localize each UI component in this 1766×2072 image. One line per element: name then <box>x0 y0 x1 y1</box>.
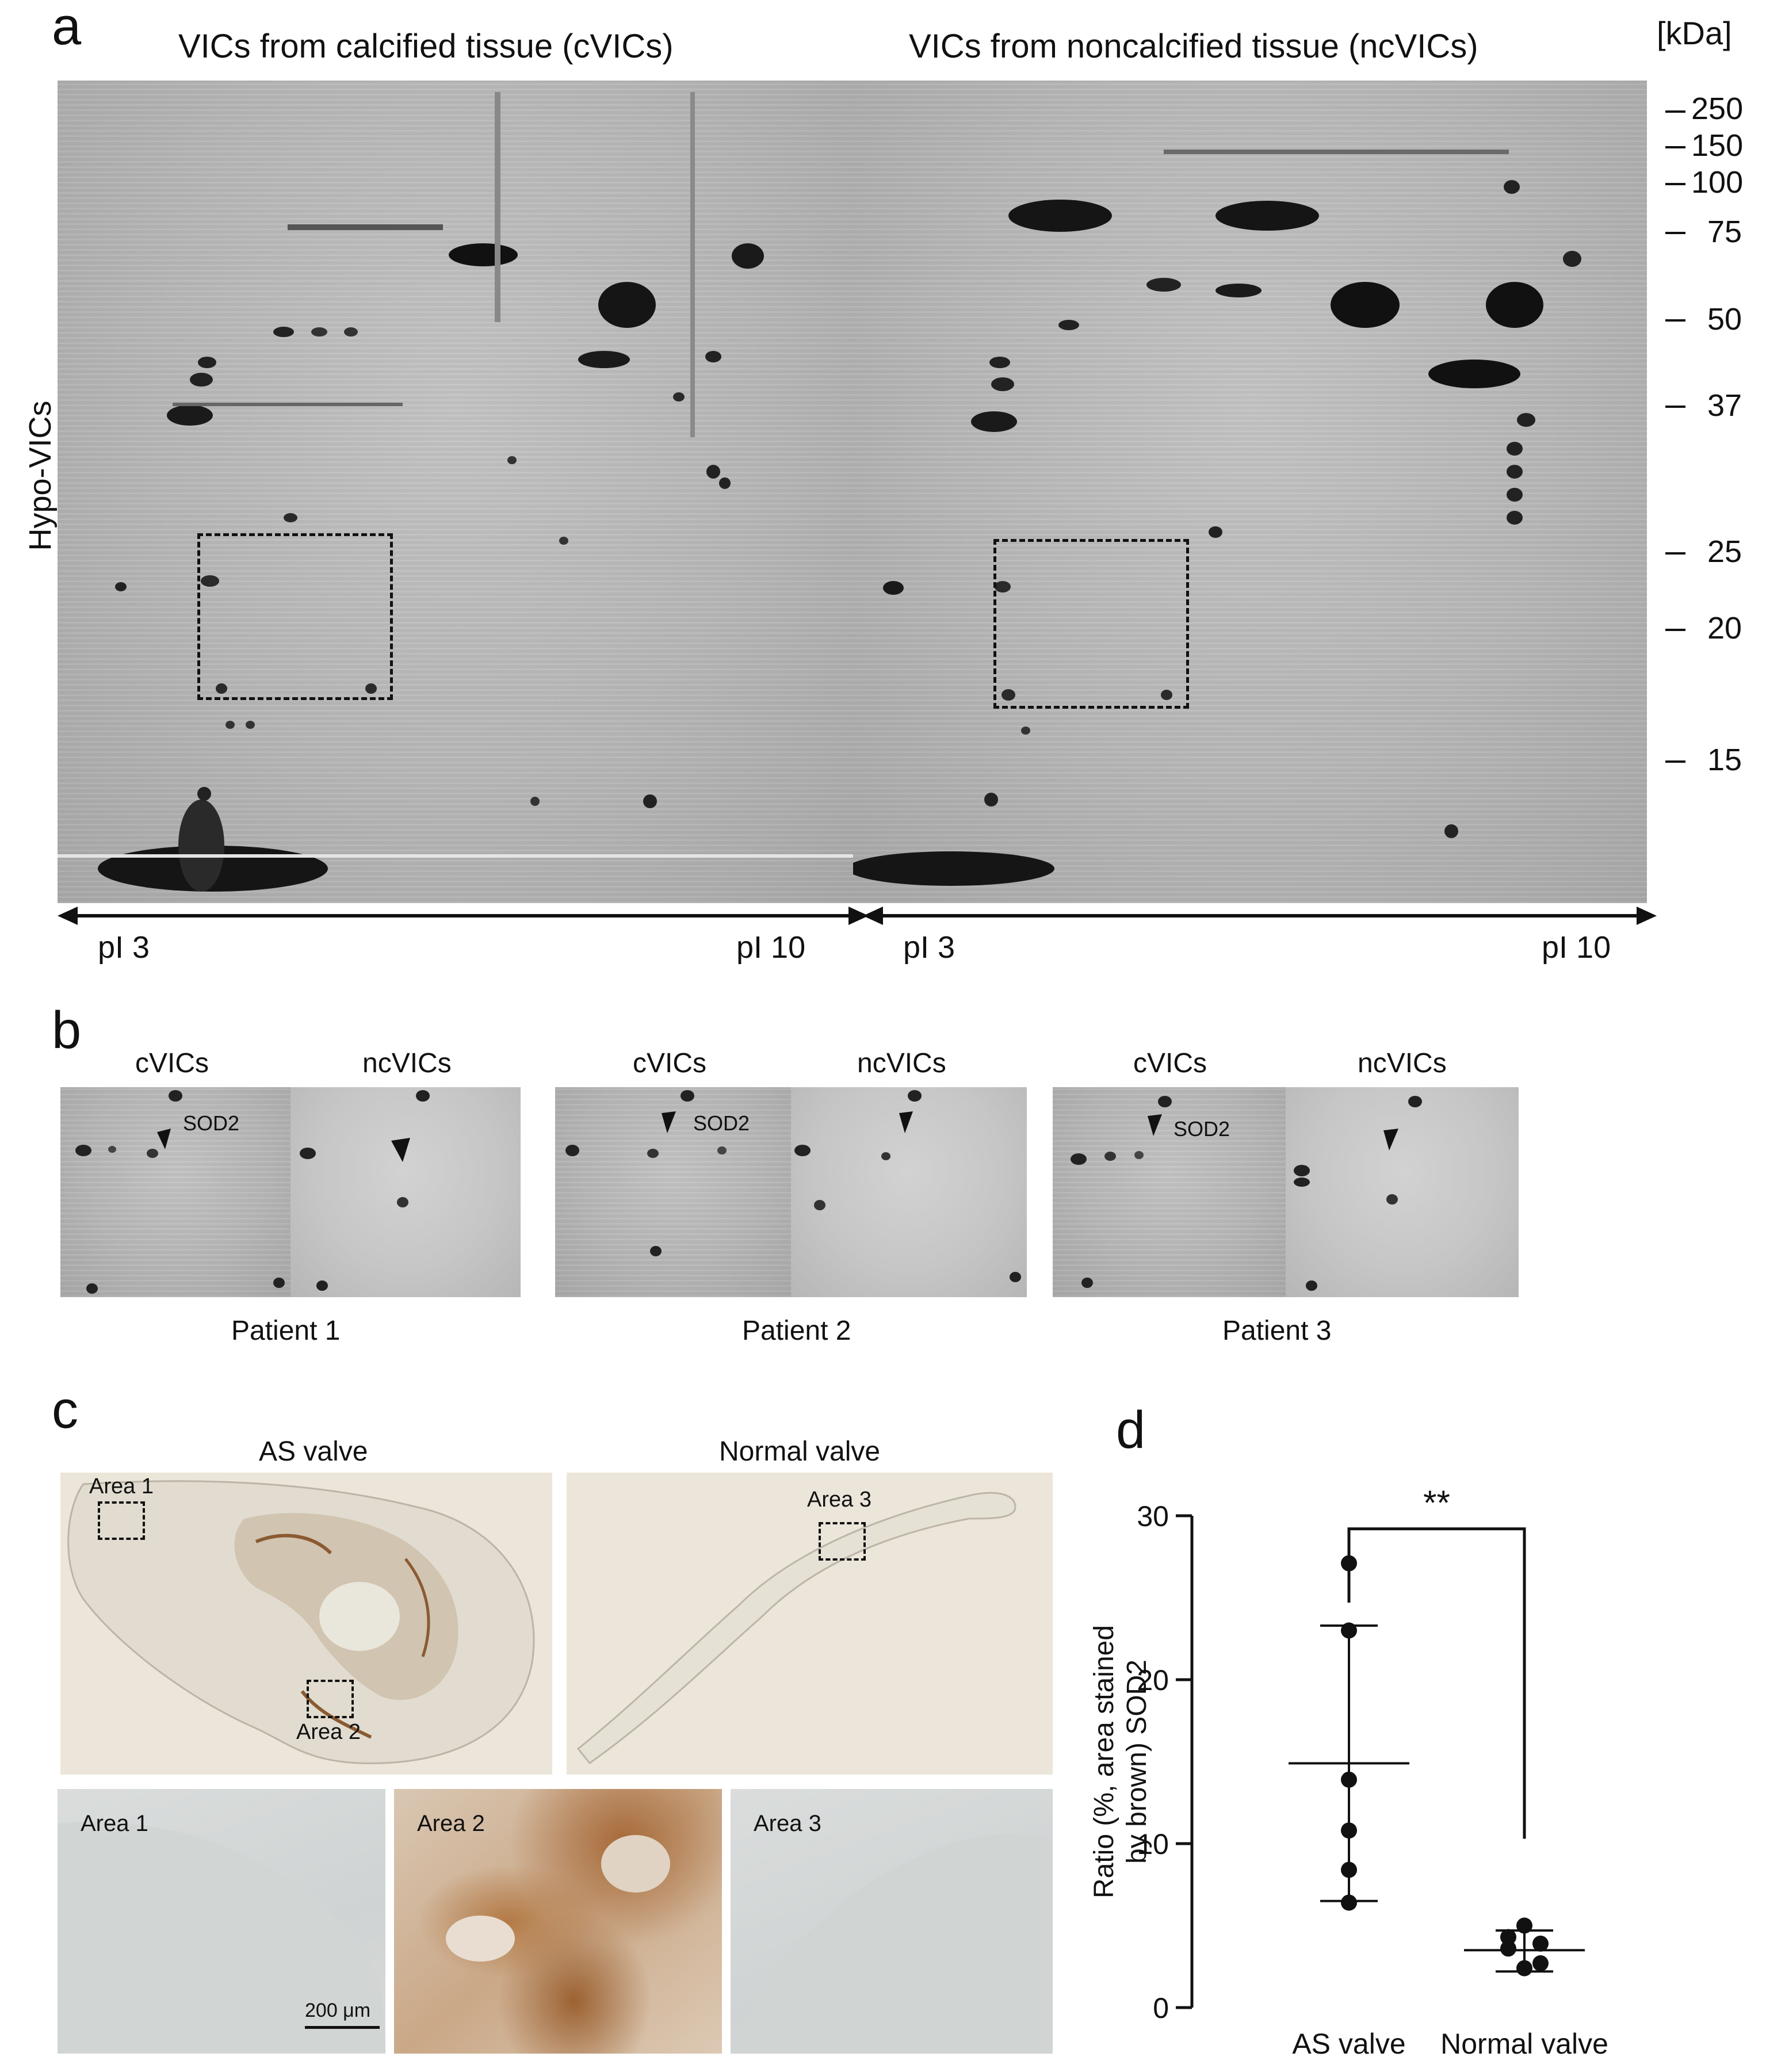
mw-tick-150 <box>1665 146 1685 148</box>
mw-label-100: 100 <box>1691 165 1744 200</box>
mw-label-150: 150 <box>1691 128 1744 163</box>
kda-unit-label: [kDa] <box>1657 15 1732 51</box>
scale-bar <box>305 2026 380 2029</box>
y-tick-label: 0 <box>1153 1992 1169 2024</box>
patient2-gel-ncvics <box>791 1087 1027 1297</box>
patient1-label-cvics: cVICs <box>135 1048 209 1079</box>
area3-overview-label: Area 3 <box>807 1488 871 1512</box>
data-point <box>1341 1622 1357 1639</box>
patient1-name: Patient 1 <box>231 1316 341 1346</box>
y-tick-label: 10 <box>1137 1828 1169 1860</box>
area1-overview-label: Area 1 <box>89 1474 154 1498</box>
data-point <box>1341 1861 1357 1878</box>
mw-label-250: 250 <box>1691 91 1744 126</box>
area1-zoom-label: Area 1 <box>81 1811 148 1836</box>
data-point <box>1532 1955 1549 1972</box>
area3-zoom-label: Area 3 <box>754 1811 821 1836</box>
y-axis-label-line2: by brown) SOD2 <box>1122 1660 1152 1864</box>
y-tick-label: 30 <box>1137 1500 1169 1532</box>
gel-roi-box-cvics <box>197 533 393 700</box>
significance-label: ** <box>1423 1484 1450 1522</box>
data-point <box>1341 1771 1357 1788</box>
gel-spots-ncvics <box>853 150 1581 886</box>
area2-overview-label: Area 2 <box>296 1720 361 1744</box>
normal-valve-image <box>567 1473 1053 1775</box>
area1-roi-box <box>98 1501 145 1540</box>
mw-tick-100 <box>1665 183 1685 185</box>
mw-tick-15 <box>1665 760 1685 763</box>
patient1-label-ncvics: ncVICs <box>362 1048 452 1079</box>
panel-c-letter: c <box>52 1381 78 1439</box>
y-axis-label-line1: Ratio (%, area stained <box>1089 1625 1119 1898</box>
mw-label-20: 20 <box>1707 611 1742 645</box>
significance-bracket <box>1347 1527 1526 1839</box>
mw-label-37: 37 <box>1707 388 1742 423</box>
mw-label-75: 75 <box>1707 215 1742 249</box>
normal-valve-title: Normal valve <box>719 1436 881 1467</box>
data-point <box>1516 1960 1532 1977</box>
patient3-label-cvics: cVICs <box>1133 1048 1207 1079</box>
row-label-hypo-vics: Hypo-VICs <box>23 400 58 551</box>
patient1-spot-label: SOD2 <box>183 1111 240 1135</box>
mw-tick-25 <box>1665 552 1685 555</box>
gel-roi-box-ncvics <box>993 539 1189 709</box>
ph-right-high: pI 10 <box>1542 930 1611 965</box>
data-point <box>1500 1929 1516 1945</box>
gel-spots-cvics <box>58 92 853 892</box>
patient2-name: Patient 2 <box>742 1316 851 1346</box>
area3-zoom-image <box>731 1789 1053 2054</box>
patient3-name: Patient 3 <box>1222 1316 1332 1346</box>
ph-left-high: pI 10 <box>736 930 806 965</box>
gel-title-cvics: VICs from calcified tissue (cVICs) <box>178 28 674 65</box>
data-point <box>1516 1917 1532 1934</box>
data-point <box>1532 1935 1549 1952</box>
data-point <box>1500 1940 1516 1957</box>
patient3-spot-label: SOD2 <box>1173 1117 1230 1141</box>
area2-roi-box <box>307 1680 354 1718</box>
mw-tick-250 <box>1665 110 1685 113</box>
gel-image-ncvics <box>853 81 1647 903</box>
panel-d-letter: d <box>1116 1401 1146 1459</box>
ph-gradient-arrows <box>58 907 1657 925</box>
area1-zoom-image <box>58 1789 385 2054</box>
patient3-label-ncvics: ncVICs <box>1358 1048 1447 1079</box>
patient1-gel-ncvics <box>290 1087 521 1297</box>
panel-b-letter: b <box>52 1001 82 1060</box>
mw-tick-20 <box>1665 629 1685 631</box>
as-valve-image <box>60 1473 552 1775</box>
data-point <box>1341 1894 1357 1911</box>
as-valve-title: AS valve <box>259 1436 368 1467</box>
panel-a-letter: a <box>52 0 82 56</box>
patient2-spot-label: SOD2 <box>693 1111 750 1135</box>
mw-tick-37 <box>1665 406 1685 408</box>
patient1-gel-cvics <box>60 1087 290 1297</box>
gel-image-cvics <box>58 81 853 903</box>
mw-tick-75 <box>1665 232 1685 234</box>
x-category-label: AS valve <box>1292 2028 1405 2060</box>
patient2-label-ncvics: ncVICs <box>857 1048 946 1079</box>
mw-label-25: 25 <box>1707 534 1742 569</box>
mw-label-15: 15 <box>1707 743 1742 777</box>
data-point <box>1341 1822 1357 1839</box>
gel-title-ncvics: VICs from noncalcified tissue (ncVICs) <box>909 28 1478 65</box>
mw-label-50: 50 <box>1707 302 1742 337</box>
ph-left-low: pI 3 <box>98 930 150 965</box>
scale-bar-label: 200 μm <box>305 2000 371 2021</box>
ph-right-low: pI 3 <box>903 930 955 965</box>
sod2-chart: 0 10 20 30 Ratio (%, area stained by brown) S… <box>1081 1473 1657 2069</box>
x-category-label: Normal valve <box>1440 2028 1608 2060</box>
patient3-gel-cvics <box>1053 1087 1286 1297</box>
area2-zoom-label: Area 2 <box>417 1811 485 1836</box>
area3-roi-box <box>819 1522 866 1561</box>
patient2-label-cvics: cVICs <box>633 1048 707 1079</box>
patient2-gel-cvics <box>555 1087 791 1297</box>
area2-zoom-image <box>394 1789 722 2054</box>
patient3-gel-ncvics <box>1286 1087 1519 1297</box>
y-tick-label: 20 <box>1137 1664 1169 1696</box>
sod2-chart-svg: 0 10 20 30 Ratio (%, area stained by brown) S… <box>1089 1484 1608 2060</box>
mw-tick-50 <box>1665 319 1685 322</box>
